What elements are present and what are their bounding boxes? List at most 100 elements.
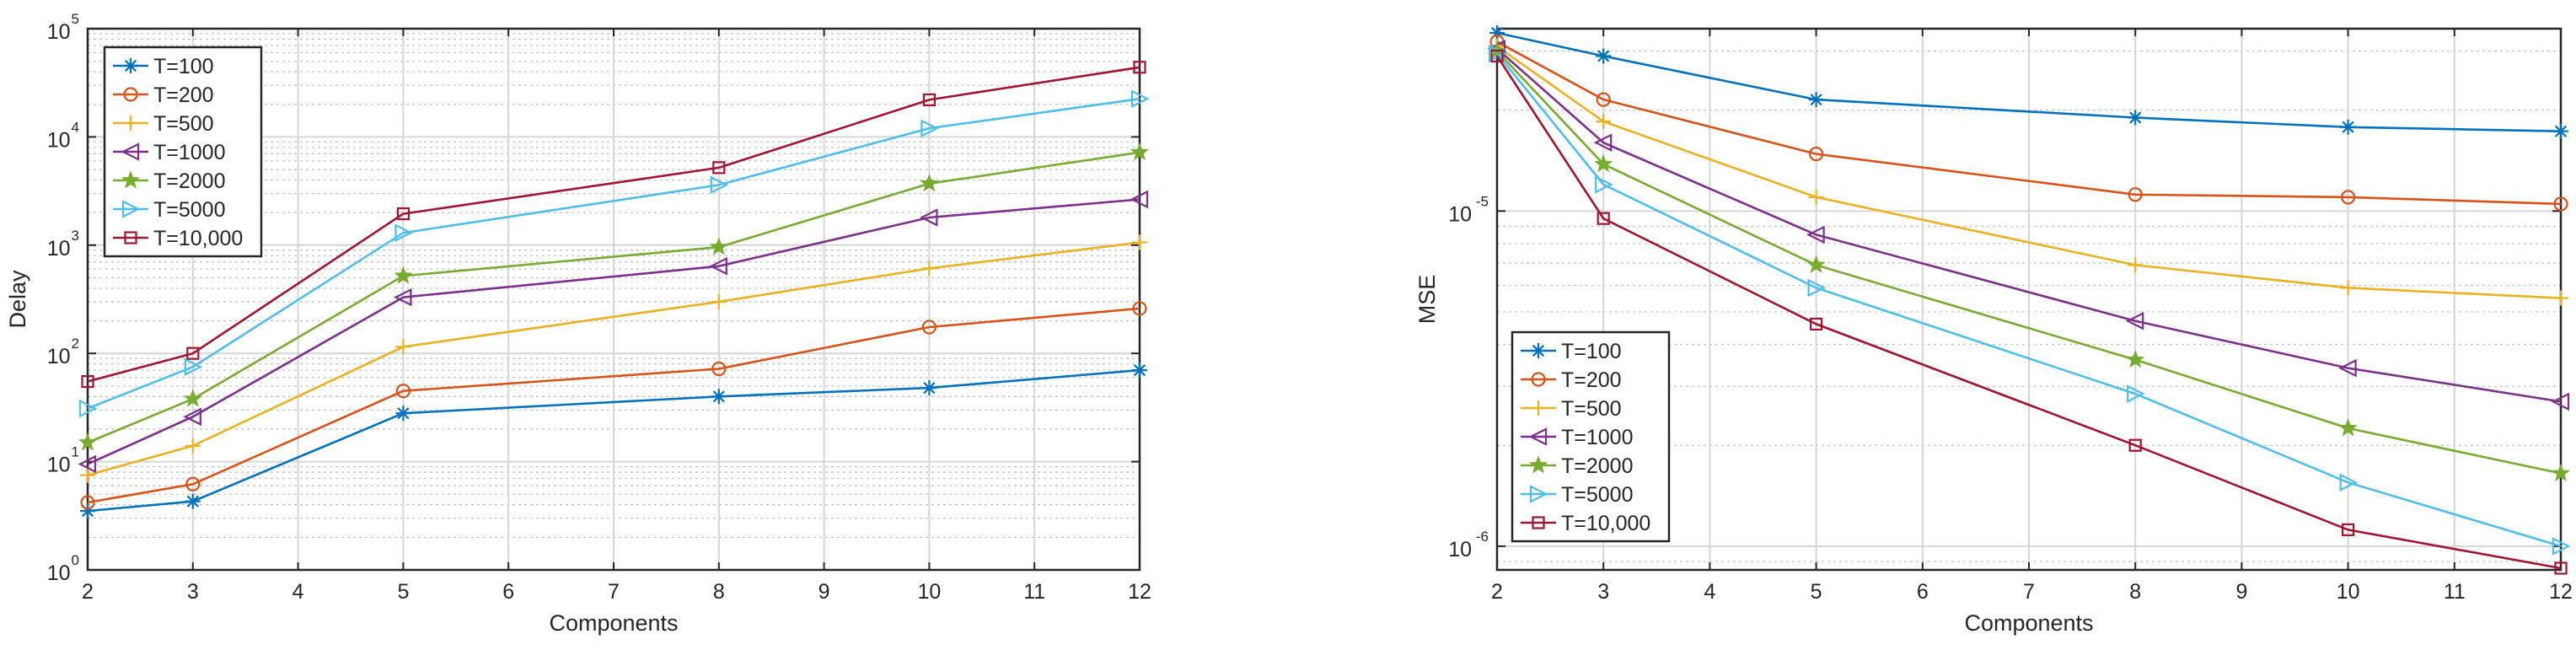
marker-2	[395, 384, 411, 399]
legend-label: T=500	[153, 112, 214, 136]
x-tick-label: 12	[1128, 580, 1151, 604]
marker-4	[921, 380, 937, 396]
marker-5	[2553, 196, 2568, 212]
series-line	[87, 368, 1140, 513]
marker-2	[1809, 147, 1824, 162]
marker-legend	[123, 87, 138, 102]
series-line	[1496, 45, 2562, 299]
y-tick-exponent: -5	[1476, 193, 1489, 209]
x-tick-label: 2	[82, 580, 94, 604]
y-tick-base: 10	[47, 454, 71, 477]
marker-2	[1806, 225, 1825, 244]
x-tick-label: 12	[2549, 580, 2573, 604]
marker-3	[711, 389, 727, 405]
marker-5	[1132, 363, 1147, 379]
series-line	[87, 97, 1140, 410]
legend-label: T=2000	[153, 169, 226, 193]
marker-3	[712, 161, 726, 175]
legend-entry: T=10,000	[1521, 512, 1650, 535]
marker-3	[709, 237, 728, 255]
marker-0	[78, 399, 98, 418]
marker-1	[1593, 133, 1613, 152]
x-tick-label: 6	[502, 580, 514, 604]
marker-3	[2127, 384, 2145, 403]
marker-3	[2126, 350, 2145, 368]
marker-5	[2551, 392, 2570, 411]
x-tick-label: 3	[187, 580, 199, 604]
marker-legend	[124, 231, 137, 244]
x-tick-label: 3	[1597, 580, 1609, 604]
x-tick-label: 10	[2337, 580, 2360, 604]
marker-4	[2338, 418, 2358, 437]
marker-1	[183, 407, 201, 427]
series-line	[87, 66, 1140, 383]
marker-legend	[121, 170, 141, 189]
legend-label: T=5000	[153, 198, 226, 222]
marker-legend	[1531, 343, 1546, 358]
y-tick-base: 10	[47, 237, 71, 261]
legend-label: T=2000	[1561, 454, 1634, 478]
series-T=100	[80, 363, 1147, 519]
x-tick-label: 5	[397, 580, 409, 604]
x-tick-label: 7	[2023, 580, 2035, 604]
legend-entry: T=2000	[1521, 454, 1634, 478]
marker-4	[921, 320, 937, 335]
legend-entry: T=200	[113, 83, 214, 107]
legend-label: T=1000	[153, 141, 226, 164]
marker-5	[2554, 561, 2568, 575]
marker-2	[1806, 255, 1826, 273]
marker-3	[2128, 438, 2142, 452]
marker-4	[2338, 358, 2357, 378]
marker-3	[2128, 187, 2143, 202]
marker-4	[2340, 280, 2356, 296]
y-axis-label: MSE	[1414, 275, 1440, 325]
legend-label: T=5000	[1561, 483, 1634, 507]
chart-1: 2 3 4 5 6 7 8 9 10 11 12Components0101102103104105…	[5, 11, 1151, 636]
marker-legend	[121, 142, 140, 161]
marker-0	[78, 454, 97, 474]
marker-5	[2552, 537, 2571, 556]
legend-entry: T=1000	[1521, 426, 1634, 449]
marker-1	[1596, 114, 1612, 130]
marker-4	[2342, 523, 2355, 536]
series-T=500	[1489, 38, 2568, 306]
legend-entry: T=1000	[113, 141, 226, 164]
marker-2	[1808, 92, 1824, 108]
marker-0	[80, 503, 95, 519]
marker-3	[709, 256, 727, 276]
marker-2	[1807, 278, 1827, 298]
y-tick-exponent: -6	[1476, 529, 1489, 545]
marker-0	[80, 467, 95, 483]
series-line	[1496, 40, 2562, 206]
y-tick-base: 10	[1448, 202, 1472, 226]
legend-label: T=100	[153, 55, 214, 78]
series-line	[1495, 55, 2562, 570]
y-tick-label: 410	[47, 119, 79, 152]
series-group	[78, 61, 1150, 519]
series-T=100	[1489, 25, 2568, 139]
series-line	[1495, 52, 2562, 548]
marker-4	[921, 261, 937, 277]
series-line	[1496, 50, 2562, 475]
marker-3	[2128, 110, 2144, 126]
legend-entry: T=100	[1521, 340, 1622, 363]
marker-5	[1130, 89, 1150, 108]
series-line	[87, 151, 1140, 444]
marker-0	[1490, 49, 1504, 63]
x-tick-label: 4	[292, 580, 304, 604]
marker-1	[185, 476, 201, 492]
y-tick-exponent: 3	[72, 228, 79, 244]
legend-label: T=1000	[1561, 426, 1634, 449]
marker-1	[183, 389, 202, 407]
series-T=200	[1489, 34, 2568, 212]
marker-0	[78, 432, 98, 451]
legend-label: T=200	[153, 83, 214, 107]
y-tick-base: 10	[47, 20, 71, 44]
legend-label: T=200	[1561, 368, 1622, 392]
y-tick-exponent: 1	[72, 444, 79, 460]
y-tick-label: 310	[47, 228, 79, 261]
y-tick-base: 10	[47, 561, 71, 585]
legend-entry: T=5000	[113, 198, 226, 222]
x-tick-label: 9	[2235, 580, 2247, 604]
